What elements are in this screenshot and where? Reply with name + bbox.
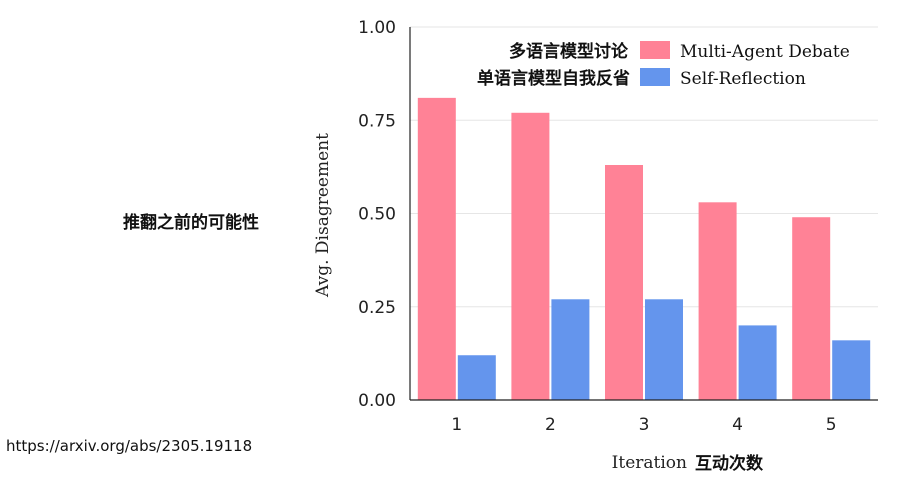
- x-axis-label: Iteration: [612, 453, 687, 473]
- legend-swatch-reflection: [640, 68, 670, 86]
- x-tick-label: 3: [639, 415, 650, 435]
- y-tick-label: 0.50: [358, 205, 396, 225]
- legend-label-debate: Multi-Agent Debate: [680, 42, 850, 62]
- bar-multi-agent-debate-4: [698, 202, 737, 400]
- bar-self-reflection-4: [738, 325, 777, 400]
- bar-multi-agent-debate-5: [792, 217, 831, 400]
- y-tick-label: 0.75: [358, 111, 396, 131]
- x-tick-label: 5: [826, 415, 837, 435]
- legend-label-reflection: Self-Reflection: [680, 69, 806, 89]
- legend-note-debate: 多语言模型讨论: [509, 41, 629, 62]
- x-tick-label: 2: [545, 415, 556, 435]
- x-tick-label: 1: [451, 415, 462, 435]
- y-tick-label: 0.25: [358, 298, 396, 318]
- y-tick-label: 0.00: [358, 391, 396, 411]
- source-url[interactable]: https://arxiv.org/abs/2305.19118: [6, 437, 253, 455]
- bar-self-reflection-5: [832, 340, 871, 400]
- legend-swatch-debate: [640, 41, 670, 59]
- side-annotation: 推翻之前的可能性: [123, 213, 259, 233]
- bar-self-reflection-2: [551, 299, 590, 400]
- y-tick-label: 1.00: [358, 18, 396, 38]
- bar-multi-agent-debate-2: [511, 112, 550, 400]
- bar-self-reflection-1: [457, 355, 496, 400]
- bar-multi-agent-debate-1: [417, 97, 456, 401]
- x-tick-label: 4: [732, 415, 743, 435]
- legend-note-reflection: 单语言模型自我反省: [477, 68, 630, 89]
- legend: Multi-Agent Debate Self-Reflection 多语言模型…: [477, 41, 850, 89]
- y-axis-label: Avg. Disagreement: [313, 133, 333, 298]
- x-axis-label-note: 互动次数: [695, 453, 764, 474]
- bar-multi-agent-debate-3: [605, 165, 643, 400]
- bar-self-reflection-3: [645, 299, 683, 400]
